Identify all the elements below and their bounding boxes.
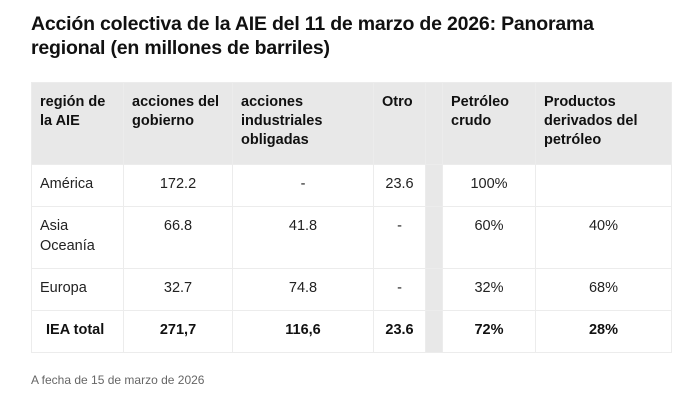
- cell-gov: 32.7: [123, 268, 233, 311]
- cell-industry: 74.8: [232, 268, 374, 311]
- total-row: IEA total 271,7 116,6 23.6 72% 28%: [31, 310, 672, 353]
- header-gov: acciones del gobierno: [123, 82, 233, 165]
- table-row: Asia Oceanía 66.8 41.8 - 60% 40%: [31, 206, 672, 269]
- cell-region: IEA total: [31, 310, 124, 353]
- cell-industry: 116,6: [232, 310, 374, 353]
- cell-crude: 32%: [442, 268, 536, 311]
- cell-other: -: [373, 268, 426, 311]
- header-products: Productos derivados del petróleo: [535, 82, 672, 165]
- header-other: Otro: [373, 82, 426, 165]
- cell-region: América: [31, 164, 124, 207]
- cell-products: 68%: [535, 268, 672, 311]
- header-industry: acciones industriales obligadas: [232, 82, 374, 165]
- cell-products: 40%: [535, 206, 672, 269]
- table-row: América 172.2 - 23.6 100%: [31, 164, 672, 207]
- page-title: Acción colectiva de la AIE del 11 de mar…: [31, 13, 594, 59]
- spacer-cell: [425, 268, 443, 311]
- cell-crude: 60%: [442, 206, 536, 269]
- footnote: A fecha de 15 de marzo de 2026: [31, 373, 205, 387]
- spacer-cell: [425, 206, 443, 269]
- cell-other: 23.6: [373, 310, 426, 353]
- cell-gov: 271,7: [123, 310, 233, 353]
- cell-region: Asia Oceanía: [31, 206, 124, 269]
- spacer-cell: [425, 310, 443, 353]
- cell-gov: 172.2: [123, 164, 233, 207]
- cell-other: -: [373, 206, 426, 269]
- spacer-column: [425, 82, 443, 165]
- table-row: Europa 32.7 74.8 - 32% 68%: [31, 268, 672, 311]
- regional-table: región de la AIE acciones del gobierno a…: [31, 82, 672, 353]
- cell-gov: 66.8: [123, 206, 233, 269]
- cell-products: [535, 164, 672, 207]
- header-crude: Petróleo crudo: [442, 82, 536, 165]
- cell-products: 28%: [535, 310, 672, 353]
- cell-industry: -: [232, 164, 374, 207]
- cell-industry: 41.8: [232, 206, 374, 269]
- spacer-cell: [425, 164, 443, 207]
- cell-region: Europa: [31, 268, 124, 311]
- header-row: región de la AIE acciones del gobierno a…: [31, 82, 672, 165]
- cell-other: 23.6: [373, 164, 426, 207]
- header-region: región de la AIE: [31, 82, 124, 165]
- cell-crude: 100%: [442, 164, 536, 207]
- cell-crude: 72%: [442, 310, 536, 353]
